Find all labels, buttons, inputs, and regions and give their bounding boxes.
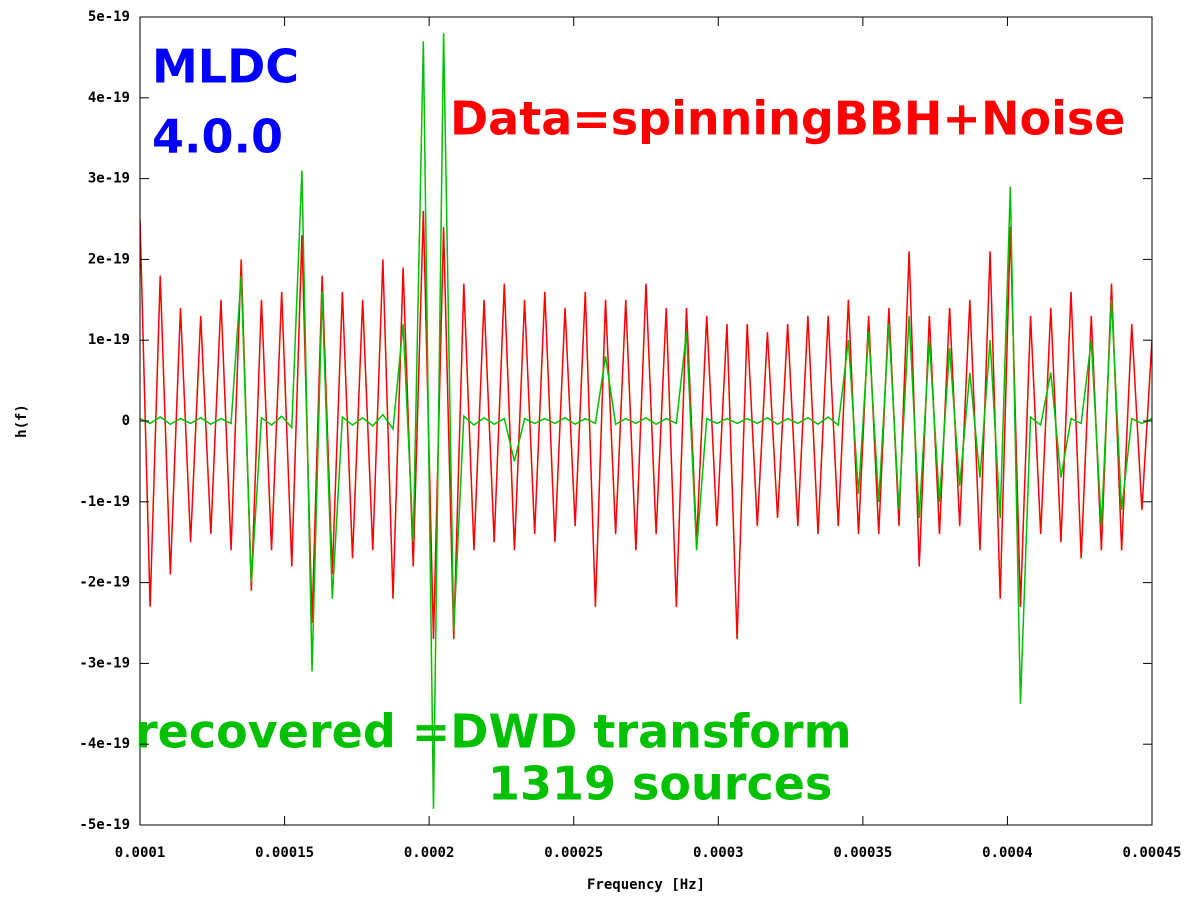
annotation: 1319 sources <box>488 757 832 811</box>
y-tick-label: -2e-19 <box>79 575 130 591</box>
annotation: MLDC <box>152 40 299 94</box>
y-tick-label: -4e-19 <box>79 736 130 752</box>
annotation: Data=spinningBBH+Noise <box>450 92 1125 146</box>
plot-area <box>140 33 1152 809</box>
x-tick-label: 0.00025 <box>544 845 603 861</box>
y-axis-label: h(f) <box>14 404 30 438</box>
x-tick-label: 0.00035 <box>833 845 892 861</box>
x-tick-label: 0.0002 <box>404 845 455 861</box>
y-tick-label: 5e-19 <box>88 9 130 25</box>
y-tick-label: 3e-19 <box>88 171 130 187</box>
x-tick-label: 0.0003 <box>693 845 744 861</box>
y-tick-label: 2e-19 <box>88 251 130 267</box>
y-tick-label: -1e-19 <box>79 494 130 510</box>
y-tick-label: 4e-19 <box>88 90 130 106</box>
y-tick-label: -5e-19 <box>79 817 130 833</box>
annotation: 4.0.0 <box>152 110 283 164</box>
x-axis-label: Frequency [Hz] <box>587 877 705 893</box>
annotation: recovered =DWD transform <box>135 705 852 759</box>
x-tick-label: 0.0001 <box>115 845 166 861</box>
x-tick-label: 0.00015 <box>255 845 314 861</box>
x-tick-label: 0.00045 <box>1122 845 1181 861</box>
x-tick-label: 0.0004 <box>982 845 1033 861</box>
y-tick-label: -3e-19 <box>79 655 130 671</box>
y-tick-label: 0 <box>122 413 130 429</box>
data-line <box>140 33 1152 809</box>
y-tick-label: 1e-19 <box>88 332 130 348</box>
